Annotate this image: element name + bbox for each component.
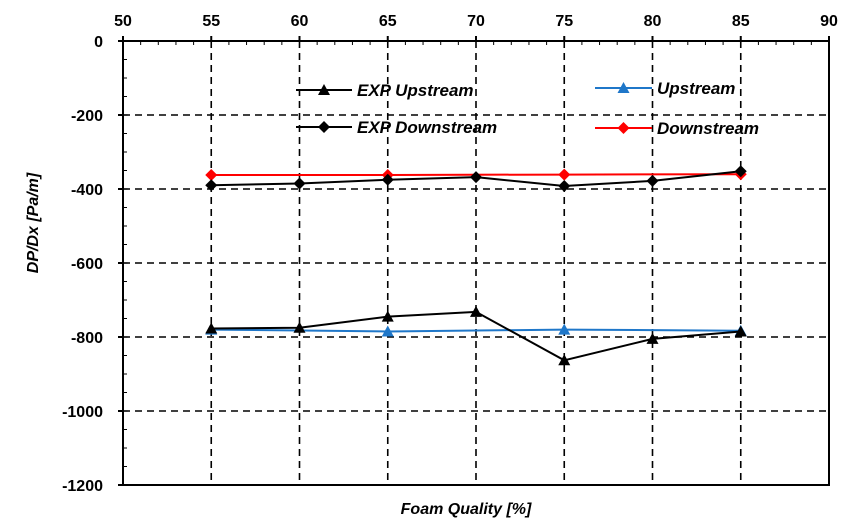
data-point [381,173,394,186]
data-point [558,323,571,335]
grid [123,41,829,485]
data-point [734,325,747,337]
legend-label: Downstream [657,119,759,138]
legend-entry: EXP Upstream [296,81,474,100]
data-point [470,171,482,184]
legend-marker [318,84,330,95]
y-tick-label: -1200 [62,478,103,495]
y-axis-title: DP/Dx [Pa/m] [25,172,42,273]
data-point [646,174,659,187]
data-point [734,165,747,178]
legend-label: EXP Upstream [357,81,474,100]
series-exp-upstream [205,305,747,366]
y-tick-label: -200 [71,108,103,125]
data-point [381,325,394,337]
x-tick-label: 90 [820,13,838,30]
x-tick-label: 60 [291,13,309,30]
legend-label: Upstream [657,79,735,98]
x-tick-label: 75 [555,13,573,30]
x-tick-label: 55 [202,13,220,30]
tick-layer: 50 55 60 65 70 75 80 85 90 0 -200 -400 -600 -800 -1000… [62,13,838,495]
x-axis-title: Foam Quality [%] [401,501,532,518]
x-tick-label: 50 [114,13,132,30]
data-point [646,332,659,344]
legend-entry: Upstream [595,79,735,98]
data-point [205,322,218,334]
data-point [558,168,571,181]
y-tick-label: -800 [71,330,103,347]
series-exp-downstream [205,165,747,193]
x-tick-label: 65 [379,13,397,30]
legend-entry: Downstream [595,119,759,138]
y-tick-label: -400 [71,182,103,199]
data-point [381,310,394,322]
series-line [211,328,741,333]
legend: EXP Upstream EXP Downstream Upstream Downst… [296,79,759,138]
y-tick-label: 0 [94,34,103,51]
data-point [558,180,571,193]
legend-marker [318,121,330,133]
legend-marker [617,82,630,93]
legend-entry: EXP Downstream [296,118,497,137]
legend-label: EXP Downstream [357,118,497,137]
series-layer [205,165,747,366]
data-point [293,321,306,333]
data-point [558,354,571,366]
data-point [205,179,218,192]
x-tick-label: 85 [732,13,750,30]
y-tick-label: -1000 [62,404,103,421]
data-point [470,305,482,317]
data-point [293,177,306,190]
y-tick-label: -600 [71,256,103,273]
data-point [205,168,218,181]
legend-marker [617,122,630,134]
x-tick-label: 70 [467,13,485,30]
x-tick-label: 80 [644,13,662,30]
